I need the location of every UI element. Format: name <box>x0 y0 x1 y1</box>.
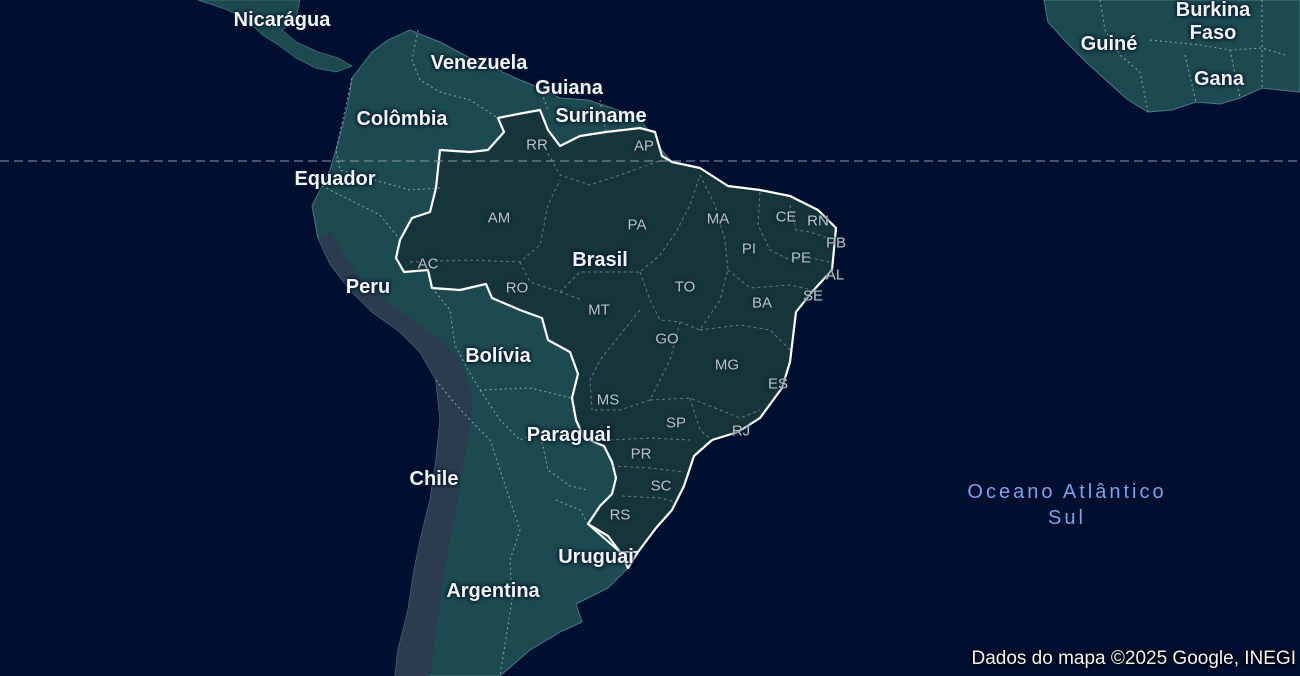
andes-strip <box>318 232 472 676</box>
state-label-pi[interactable]: PI <box>741 240 757 258</box>
country-label-ecuador[interactable]: Equador <box>294 168 376 190</box>
country-label-brazil[interactable]: Brasil <box>572 249 628 271</box>
country-label-bolivia[interactable]: Bolívia <box>465 345 531 367</box>
country-label-colombia[interactable]: Colômbia <box>356 108 448 130</box>
state-label-pr[interactable]: PR <box>630 445 652 463</box>
country-label-guinea[interactable]: Guiné <box>1080 33 1138 55</box>
state-label-rj[interactable]: RJ <box>731 422 751 440</box>
state-label-ap[interactable]: AP <box>633 137 655 155</box>
state-label-rr[interactable]: RR <box>526 136 548 154</box>
state-label-ac[interactable]: AC <box>417 255 439 273</box>
state-label-sp[interactable]: SP <box>665 414 687 432</box>
country-label-suriname[interactable]: Suriname <box>555 105 647 127</box>
west-africa-land <box>1043 0 1300 113</box>
country-label-uruguay[interactable]: Uruguai <box>558 546 634 568</box>
country-label-paraguay[interactable]: Paraguai <box>526 424 612 446</box>
state-label-pb[interactable]: PB <box>825 234 847 252</box>
state-label-pa[interactable]: PA <box>627 216 647 234</box>
uruguay-border <box>587 523 638 553</box>
state-label-mt[interactable]: MT <box>588 301 610 319</box>
central-america-land <box>197 0 354 73</box>
state-label-pe[interactable]: PE <box>790 249 812 267</box>
state-label-es[interactable]: ES <box>767 375 789 393</box>
state-boundaries <box>409 147 835 503</box>
country-boundaries <box>321 29 607 676</box>
country-label-ghana[interactable]: Gana <box>1193 68 1245 90</box>
country-label-peru[interactable]: Peru <box>345 276 391 298</box>
state-label-ms[interactable]: MS <box>596 391 620 409</box>
state-label-rs[interactable]: RS <box>609 506 631 524</box>
state-label-go[interactable]: GO <box>655 330 679 348</box>
state-label-ro[interactable]: RO <box>505 279 529 297</box>
state-label-am[interactable]: AM <box>487 209 511 227</box>
state-label-rn[interactable]: RN <box>807 212 829 230</box>
country-label-burkina-faso[interactable]: Burkina Faso <box>1175 0 1251 44</box>
state-label-ma[interactable]: MA <box>706 210 730 228</box>
state-label-mg[interactable]: MG <box>714 356 740 374</box>
country-label-nicaragua[interactable]: Nicarágua <box>233 9 331 31</box>
state-label-ba[interactable]: BA <box>751 294 773 312</box>
state-label-se[interactable]: SE <box>802 287 824 305</box>
state-label-sc[interactable]: SC <box>650 477 672 495</box>
brazil-area <box>394 108 838 570</box>
map-attribution: Dados do mapa ©2025 Google, INEGI <box>971 648 1296 669</box>
country-label-guyana[interactable]: Guiana <box>535 77 603 99</box>
ocean-label-south-atlantic: Oceano Atlântico Sul <box>967 481 1167 529</box>
state-label-ce[interactable]: CE <box>775 208 797 226</box>
country-label-chile[interactable]: Chile <box>409 468 459 490</box>
country-label-argentina[interactable]: Argentina <box>446 580 540 602</box>
country-label-venezuela[interactable]: Venezuela <box>430 52 528 74</box>
africa-boundaries <box>1099 0 1286 113</box>
state-label-to[interactable]: TO <box>674 278 696 296</box>
state-label-al[interactable]: AL <box>825 266 845 284</box>
